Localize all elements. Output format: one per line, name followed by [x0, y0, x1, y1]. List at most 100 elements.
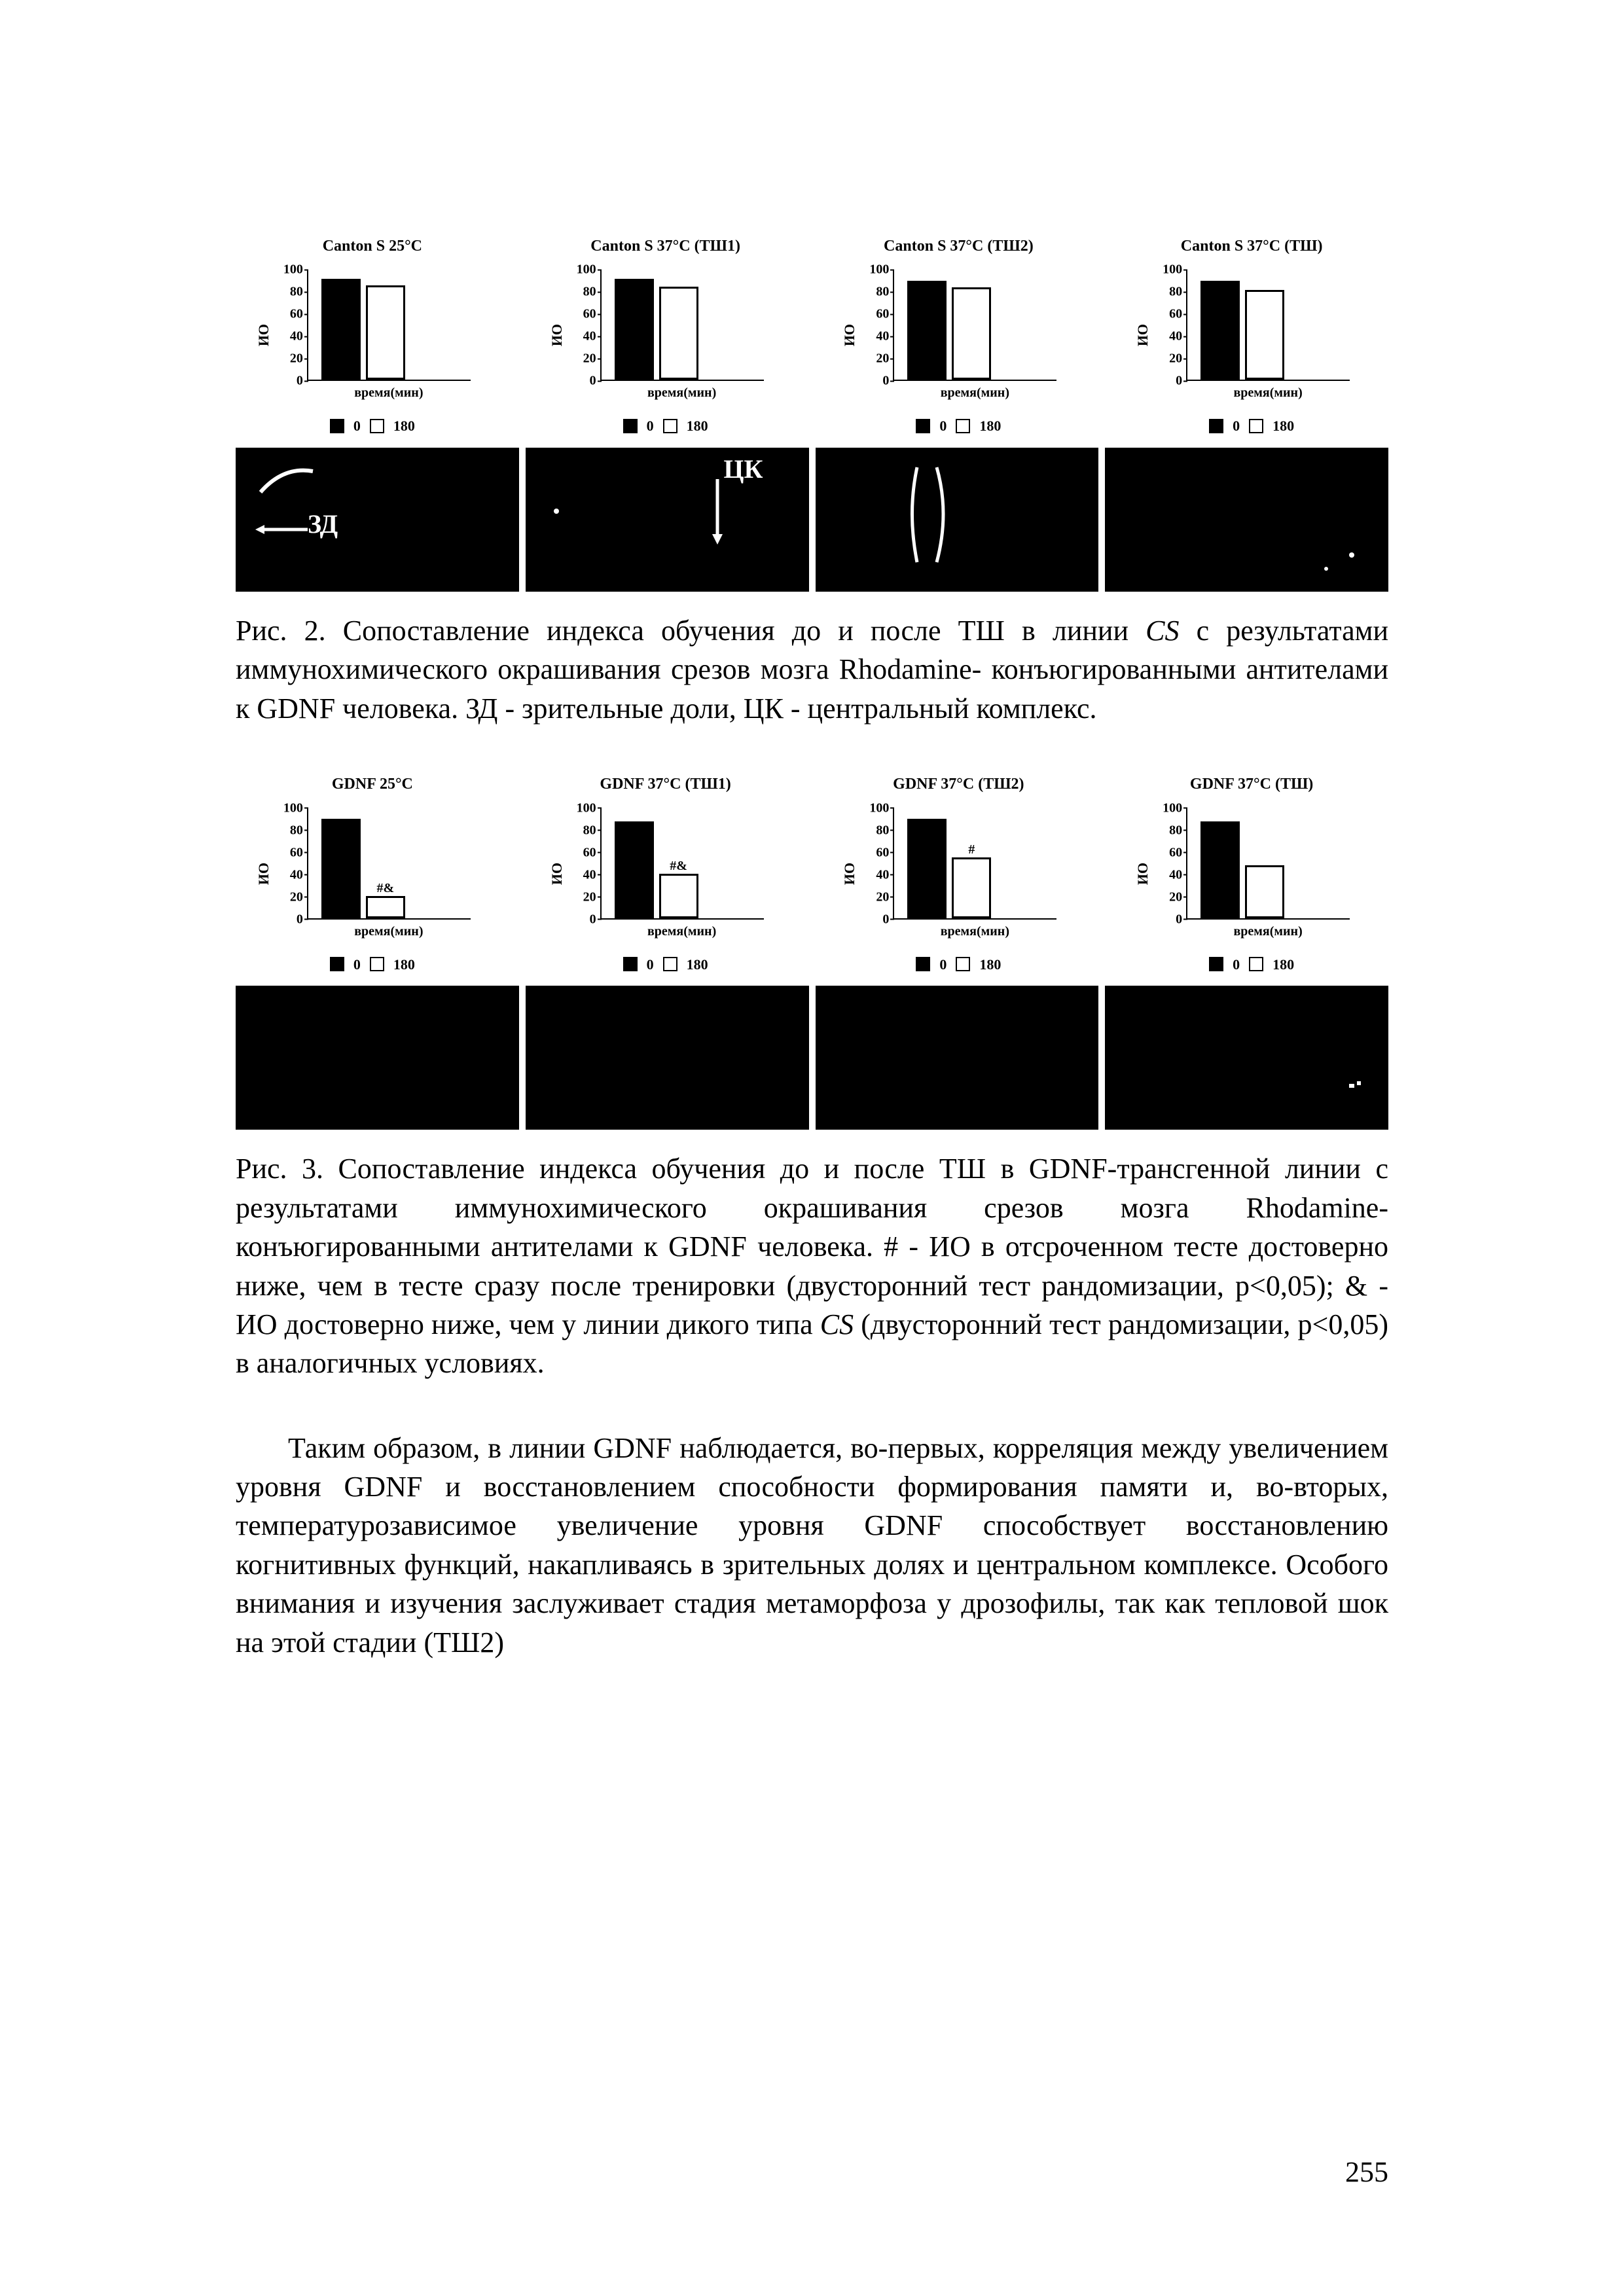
micro-image: ЦК: [526, 448, 809, 592]
chart-panel: Canton S 37°C (ТШ2)ИО020406080100время(м…: [822, 236, 1096, 436]
panel-title: GDNF 37°C (ТШ2): [893, 774, 1024, 795]
panel-title: GDNF 37°C (ТШ1): [600, 774, 731, 795]
caption-prefix: Рис. 3.: [236, 1153, 338, 1185]
y-tick: 80: [876, 283, 889, 301]
bar-chart: ИО020406080100#&время(мин): [561, 802, 770, 946]
y-tick: 80: [290, 821, 303, 839]
y-tick: 0: [882, 910, 889, 928]
y-tick: 60: [876, 844, 889, 861]
legend-label: 180: [1272, 416, 1294, 436]
legend-swatch: [370, 957, 384, 971]
legend-label: 180: [979, 416, 1001, 436]
bar: #&: [659, 874, 698, 918]
legend-label: 0: [1233, 955, 1240, 975]
y-tick: 100: [869, 799, 889, 817]
caption-text: Сопоставление индекса обучения до и посл…: [236, 615, 1388, 725]
y-tick: 60: [583, 844, 596, 861]
chart-panel: Canton S 37°C (ТШ)ИО020406080100время(ми…: [1115, 236, 1388, 436]
y-tick: 40: [876, 328, 889, 346]
y-tick: 80: [290, 283, 303, 301]
figure-2-chart-row: Canton S 25°CИО020406080100время(мин)018…: [236, 236, 1388, 436]
bar-chart: ИО020406080100время(мин): [1147, 263, 1356, 407]
legend-swatch: [623, 957, 638, 971]
legend-swatch: [663, 419, 677, 433]
legend-swatch: [916, 419, 930, 433]
y-tick: 80: [583, 821, 596, 839]
y-tick: 60: [876, 306, 889, 323]
y-tick: 100: [577, 799, 596, 817]
micro-image: [1105, 986, 1388, 1130]
y-tick: 80: [1169, 283, 1182, 301]
chart-legend: 0 180: [916, 955, 1001, 975]
figure-3-chart-row: GDNF 25°CИО020406080100#&время(мин)0180G…: [236, 774, 1388, 974]
panel-title: Canton S 37°C (ТШ): [1181, 236, 1323, 257]
y-tick: 100: [869, 261, 889, 279]
y-tick: 100: [1163, 261, 1182, 279]
caption-prefix: Рис. 2.: [236, 615, 343, 647]
figure-2-micro-row: ЗД ЦК: [236, 448, 1388, 592]
legend-label: 0: [353, 416, 361, 436]
y-tick: 0: [882, 372, 889, 390]
legend-swatch: [370, 419, 384, 433]
micro-image: [526, 986, 809, 1130]
legend-label: 0: [647, 955, 654, 975]
x-axis-label: время(мин): [893, 384, 1056, 402]
y-tick: 20: [876, 888, 889, 906]
y-tick: 20: [290, 888, 303, 906]
y-tick: 0: [297, 910, 303, 928]
y-tick: 60: [583, 306, 596, 323]
y-tick: 60: [1169, 844, 1182, 861]
y-tick: 60: [290, 306, 303, 323]
chart-legend: 0180: [1209, 955, 1294, 975]
chart-panel: GDNF 37°C (ТШ)ИО020406080100время(мин)01…: [1115, 774, 1388, 974]
body-paragraph: Таким образом, в линии GDNF наблюдается,…: [236, 1429, 1388, 1662]
y-tick: 80: [876, 821, 889, 839]
y-tick: 100: [1163, 799, 1182, 817]
y-tick: 40: [1169, 328, 1182, 346]
y-tick: 100: [283, 261, 303, 279]
y-tick: 40: [876, 866, 889, 884]
bar-chart: ИО020406080100время(мин): [1147, 802, 1356, 946]
micro-label-zd: ЗД: [308, 507, 338, 542]
legend-label: 180: [687, 416, 708, 436]
y-tick: 20: [1169, 350, 1182, 368]
bar-chart: ИО020406080100#время(мин): [854, 802, 1063, 946]
bar: [366, 285, 405, 380]
figure-2-caption: Рис. 2. Сопоставление индекса обучения д…: [236, 611, 1388, 728]
legend-swatch: [663, 957, 677, 971]
y-tick: 100: [577, 261, 596, 279]
bar-chart: ИО020406080100время(мин): [561, 263, 770, 407]
y-tick: 60: [290, 844, 303, 861]
x-axis-label: время(мин): [307, 923, 471, 941]
figure-2: Canton S 25°CИО020406080100время(мин)018…: [236, 236, 1388, 728]
panel-title: GDNF 25°C: [332, 774, 413, 795]
bar-chart: ИО020406080100время(мин): [854, 263, 1063, 407]
y-tick: 100: [283, 799, 303, 817]
x-axis-label: время(мин): [600, 384, 764, 402]
bar: [1200, 821, 1240, 918]
bar: [615, 279, 654, 380]
bar-annotation: #: [968, 841, 975, 859]
legend-label: 180: [393, 955, 415, 975]
legend-swatch: [1249, 957, 1263, 971]
legend-label: 0: [939, 955, 947, 975]
bar: [952, 287, 991, 380]
y-tick: 40: [290, 866, 303, 884]
legend-swatch: [330, 419, 344, 433]
chart-legend: 0180: [916, 416, 1001, 436]
bar: [907, 281, 947, 380]
x-axis-label: время(мин): [1186, 384, 1350, 402]
micro-image: [816, 448, 1099, 592]
bar: [1245, 865, 1284, 918]
chart-panel: GDNF 37°C (ТШ1)ИО020406080100#&время(мин…: [529, 774, 803, 974]
bar: #&: [366, 896, 405, 918]
legend-swatch: [1209, 957, 1223, 971]
micro-image: [1105, 448, 1388, 592]
chart-legend: 0180: [1209, 416, 1294, 436]
bar: [1200, 281, 1240, 380]
legend-label: 180: [979, 955, 1001, 975]
y-tick: 20: [876, 350, 889, 368]
y-tick: 0: [1176, 372, 1182, 390]
y-tick: 0: [1176, 910, 1182, 928]
x-axis-label: время(мин): [307, 384, 471, 402]
